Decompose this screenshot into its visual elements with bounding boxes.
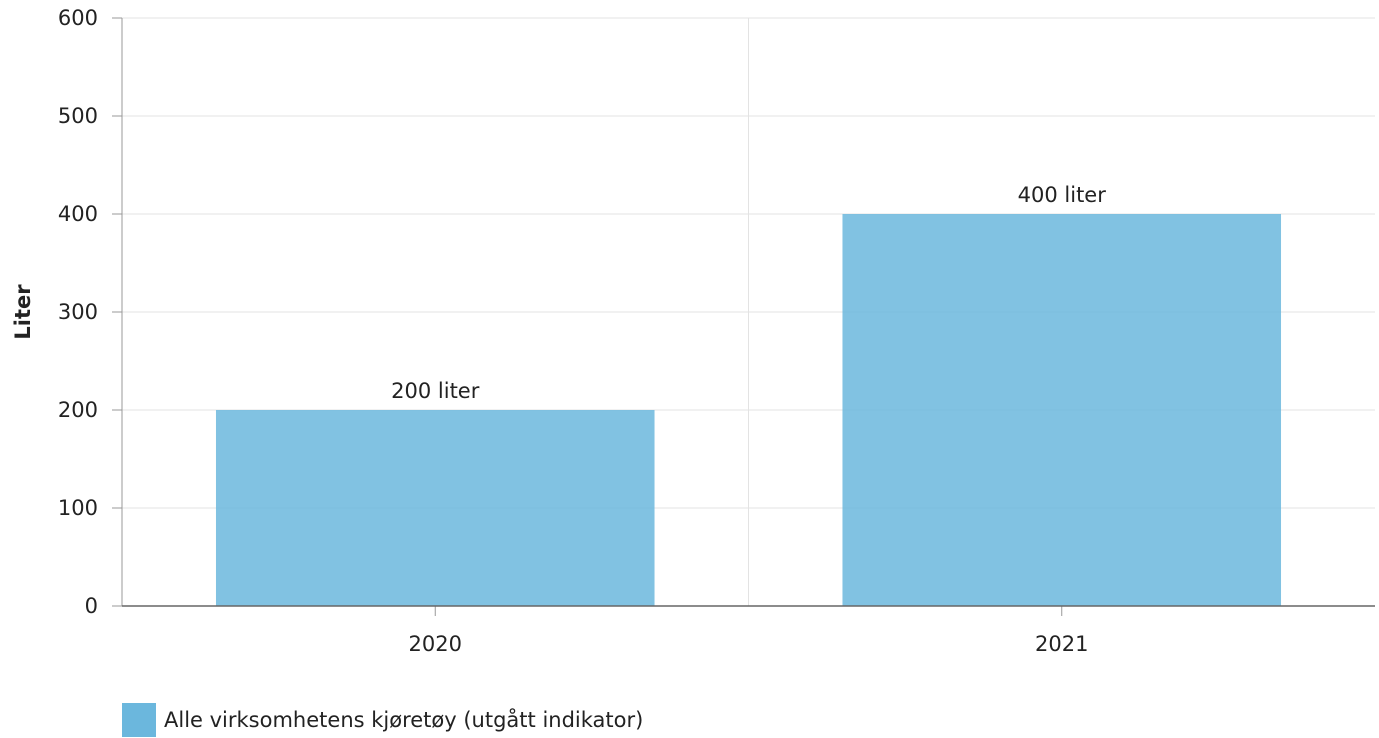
bar bbox=[215, 410, 655, 606]
y-tick-label: 600 bbox=[58, 6, 98, 30]
y-tick-label: 0 bbox=[85, 594, 98, 618]
y-tick-label: 300 bbox=[58, 300, 98, 324]
legend[interactable]: Alle virksomhetens kjøretøy (utgått indi… bbox=[122, 703, 643, 737]
x-tick-label: 2020 bbox=[409, 632, 462, 656]
bar-chart: 200 liter 400 liter 0 100 200 300 400 500 600 20… bbox=[11, 6, 1375, 656]
x-tick-label: 2021 bbox=[1035, 632, 1088, 656]
bars: 200 liter 400 liter bbox=[215, 183, 1282, 606]
bar bbox=[842, 214, 1282, 606]
bar-data-label: 200 liter bbox=[391, 379, 480, 403]
bar-data-label: 400 liter bbox=[1018, 183, 1107, 207]
legend-label: Alle virksomhetens kjøretøy (utgått indi… bbox=[164, 708, 644, 732]
y-tick-label: 200 bbox=[58, 398, 98, 422]
y-tick-label: 100 bbox=[58, 496, 98, 520]
y-axis-title: Liter bbox=[11, 284, 35, 340]
axes: 0 100 200 300 400 500 600 2020 2021 bbox=[58, 6, 1375, 656]
y-tick-label: 400 bbox=[58, 202, 98, 226]
y-tick-label: 500 bbox=[58, 104, 98, 128]
legend-swatch bbox=[122, 703, 156, 737]
